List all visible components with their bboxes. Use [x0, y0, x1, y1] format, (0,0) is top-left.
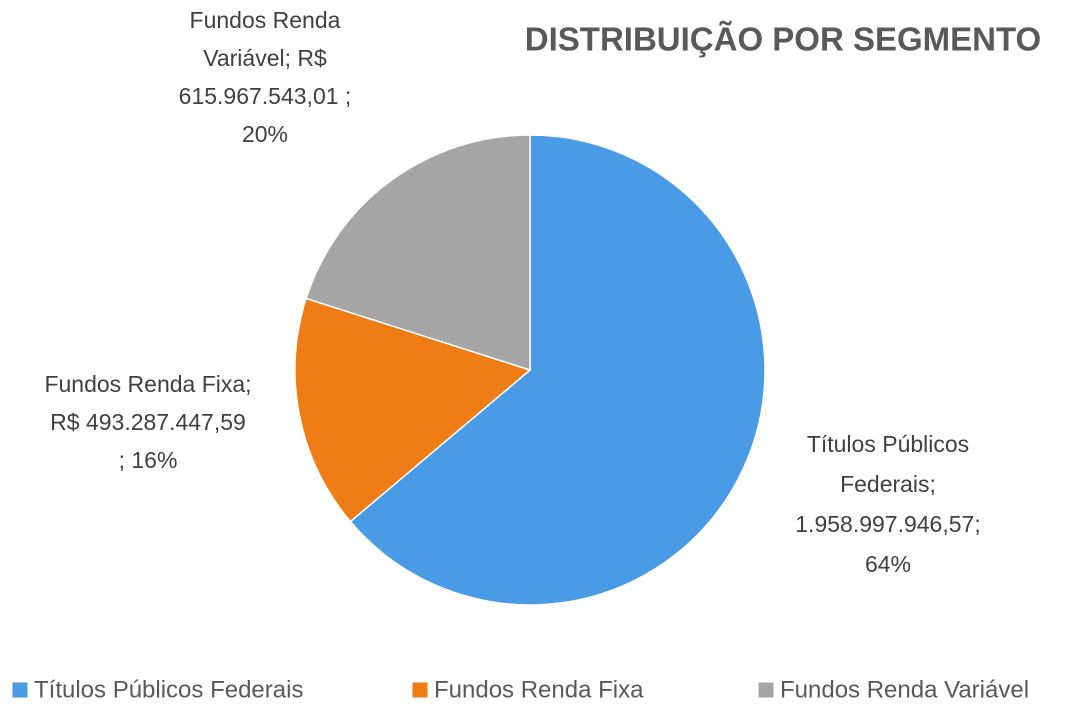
data-label: Federais; — [840, 471, 936, 497]
pie-slice — [294, 297, 532, 523]
data-label: 1.958.997.946,57; — [795, 511, 980, 537]
legend-label: Fundos Renda Variável — [780, 676, 1029, 703]
data-label: Fundos Renda Fixa; — [44, 371, 251, 397]
data-label: ; 16% — [119, 447, 178, 473]
chart-title: DISTRIBUIÇÃO POR SEGMENTO — [525, 21, 1041, 58]
pie-slice — [305, 134, 531, 372]
data-label: Títulos Públicos — [807, 431, 969, 457]
legend-swatch — [411, 681, 429, 699]
legend-label: Fundos Renda Fixa — [434, 676, 644, 703]
data-label: 64% — [865, 551, 911, 577]
legend-swatch — [757, 681, 775, 699]
legend-label: Títulos Públicos Federais — [34, 676, 303, 703]
pie-slice — [349, 134, 766, 606]
data-label: 20% — [242, 121, 288, 147]
legend-swatch — [11, 681, 29, 699]
data-label: 615.967.543,01 ; — [179, 83, 352, 109]
data-label: Variável; R$ — [203, 45, 327, 71]
data-label: R$ 493.287.447,59 — [50, 409, 246, 435]
data-label: Fundos Renda — [190, 7, 341, 33]
